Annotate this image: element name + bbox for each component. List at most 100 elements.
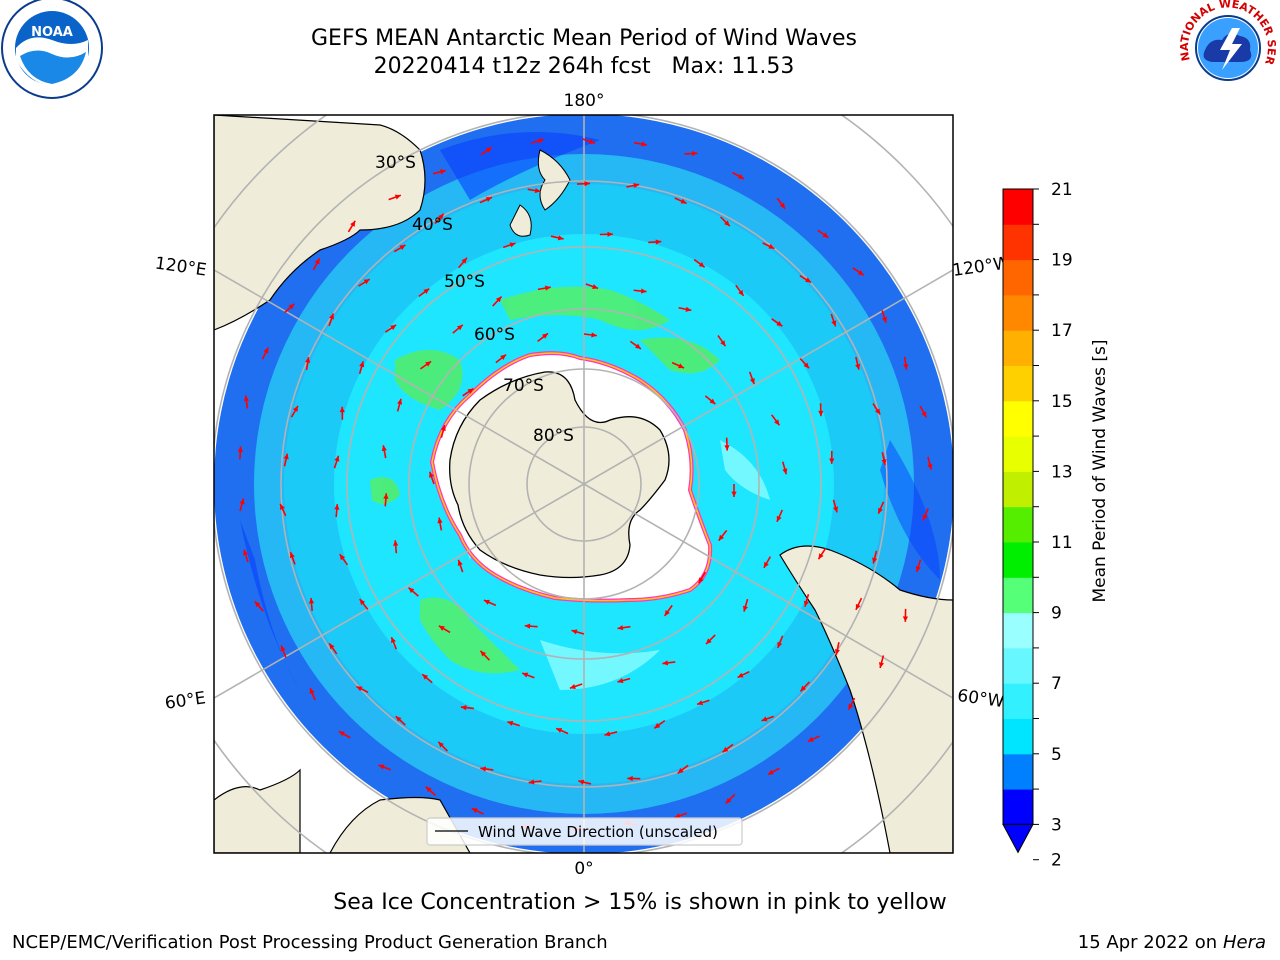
wave-arrow-head xyxy=(922,514,928,521)
wave-arrow-head xyxy=(283,453,289,460)
wave-arrow-head xyxy=(875,408,881,415)
deep-blue-patch xyxy=(440,132,600,200)
wave-arrow-head xyxy=(440,425,446,431)
colorbar-tick-label: 21 xyxy=(1051,180,1073,200)
wave-arrow-head xyxy=(280,645,286,652)
wave-arrow-head xyxy=(329,643,335,650)
wave-arrow-head xyxy=(776,515,782,522)
wave-arrow-head xyxy=(339,406,345,413)
wave-arrow-head xyxy=(592,284,599,290)
wave-arrow-head xyxy=(872,557,878,564)
colorbar-segment xyxy=(1003,647,1033,684)
wave-arrow-head xyxy=(243,395,250,402)
wave-arrow-head xyxy=(902,616,909,622)
colorbar-segment xyxy=(1003,753,1033,790)
wave-arrow-head xyxy=(460,705,467,711)
wave-arrow-head xyxy=(509,242,516,248)
wave-arrow-head xyxy=(395,716,402,722)
wave-arrow-head xyxy=(807,736,814,742)
wave-arrow-head xyxy=(350,220,356,227)
colorbar-segment xyxy=(1003,718,1033,755)
wave-arrow-head xyxy=(831,320,837,327)
colorbar-tick-label: 5 xyxy=(1051,745,1062,765)
wave-arrow-head xyxy=(627,775,633,782)
wave-arrow-head xyxy=(591,332,597,338)
wave-arrow-head xyxy=(438,213,444,220)
noaa-logo: NOAA xyxy=(1,0,103,99)
deep-blue-patch xyxy=(240,520,300,690)
wave-arrow-head xyxy=(556,728,563,733)
wave-arrow-head xyxy=(439,169,446,175)
wave-arrow-head xyxy=(915,565,921,572)
wave-arrow-head xyxy=(640,288,647,294)
wave-arrow-head xyxy=(329,313,335,320)
wave-arrow-head xyxy=(848,703,854,710)
wave-arrow-head xyxy=(878,507,883,514)
title-line-1: GEFS MEAN Antarctic Mean Period of Wind … xyxy=(311,26,857,51)
colorbar-tick-label: 13 xyxy=(1051,462,1073,482)
wave-arrow-head xyxy=(589,139,596,144)
wave-arrow-head xyxy=(378,764,385,770)
wave-arrow-head xyxy=(722,746,729,753)
lat-label-80s: 80°S xyxy=(533,426,574,446)
colorbar-segment xyxy=(1003,400,1033,437)
wave-arrow-head xyxy=(480,650,487,657)
wave-arrow-head xyxy=(881,316,887,323)
wave-arrow-head xyxy=(731,491,737,497)
wave-arrow-head xyxy=(288,303,295,310)
wave-arrow-head xyxy=(309,688,315,695)
wave-arrow-head xyxy=(383,493,389,499)
wave-arrow-head xyxy=(725,797,732,804)
wave-arrow-head xyxy=(571,629,578,635)
colorbar: 21 19 17 15 13 11 9 7 5 3 2 xyxy=(1002,180,1073,871)
wave-arrow-head xyxy=(720,340,726,347)
wave-arrow-head xyxy=(437,517,443,524)
map-frame xyxy=(213,114,954,854)
wave-arrow-head xyxy=(522,672,529,678)
wave-arrow-head xyxy=(254,601,261,608)
lon-label-120w: 120°W xyxy=(951,253,1011,281)
wave-arrow-head xyxy=(542,333,548,339)
wave-arrow-head xyxy=(803,362,810,369)
lon-label-60e: 60°E xyxy=(164,688,207,713)
wave-arrow-head xyxy=(655,239,662,245)
wave-arrow-head xyxy=(777,641,783,648)
wave-arrow-head xyxy=(635,343,641,349)
noaa-logo-text: NOAA xyxy=(31,25,73,40)
colorbar-segment xyxy=(1003,259,1033,296)
wave-arrow-head xyxy=(422,674,429,680)
new-zealand-south-land xyxy=(509,204,532,237)
wave-arrow-head xyxy=(724,445,730,451)
wave-arrow-head xyxy=(829,458,835,464)
wave-arrow-head xyxy=(397,398,403,405)
wave-arrow-head xyxy=(456,324,463,331)
colorbar-segment xyxy=(1003,577,1033,614)
deep-blue-patch xyxy=(880,440,940,580)
wave-arrow-head xyxy=(359,361,365,368)
wave-arrow-head xyxy=(818,410,824,417)
wave-arrow-head xyxy=(239,498,245,505)
wave-arrow-head xyxy=(834,649,840,655)
wave-arrow-head xyxy=(779,202,786,209)
wave-arrow-head xyxy=(425,361,432,367)
wave-arrow-head xyxy=(438,625,445,631)
wave-arrow-head xyxy=(381,445,387,452)
colorbar-tick-label: 3 xyxy=(1051,815,1062,835)
wave-arrow-head xyxy=(724,220,730,227)
antarctica-land xyxy=(449,371,670,579)
wave-arrow-head xyxy=(782,468,788,475)
wave-arrow-head xyxy=(537,138,544,144)
meridian-lines xyxy=(214,115,953,853)
lat-label-50s: 50°S xyxy=(444,272,485,292)
wave-arrow-head xyxy=(709,398,716,405)
colorbar-segment xyxy=(1003,189,1033,225)
wave-arrow-head xyxy=(678,363,685,369)
colorbar-segment xyxy=(1003,683,1033,719)
wave-arrow-head xyxy=(698,577,704,584)
colorbar-segment xyxy=(1003,330,1033,366)
footer-credit: NCEP/EMC/Verification Post Processing Pr… xyxy=(12,932,608,953)
wave-arrow-head xyxy=(737,672,744,678)
colorbar-label: Mean Period of Wind Waves [s] xyxy=(1090,339,1110,602)
wave-arrow-head xyxy=(263,347,269,354)
wave-arrow-head xyxy=(394,194,401,200)
